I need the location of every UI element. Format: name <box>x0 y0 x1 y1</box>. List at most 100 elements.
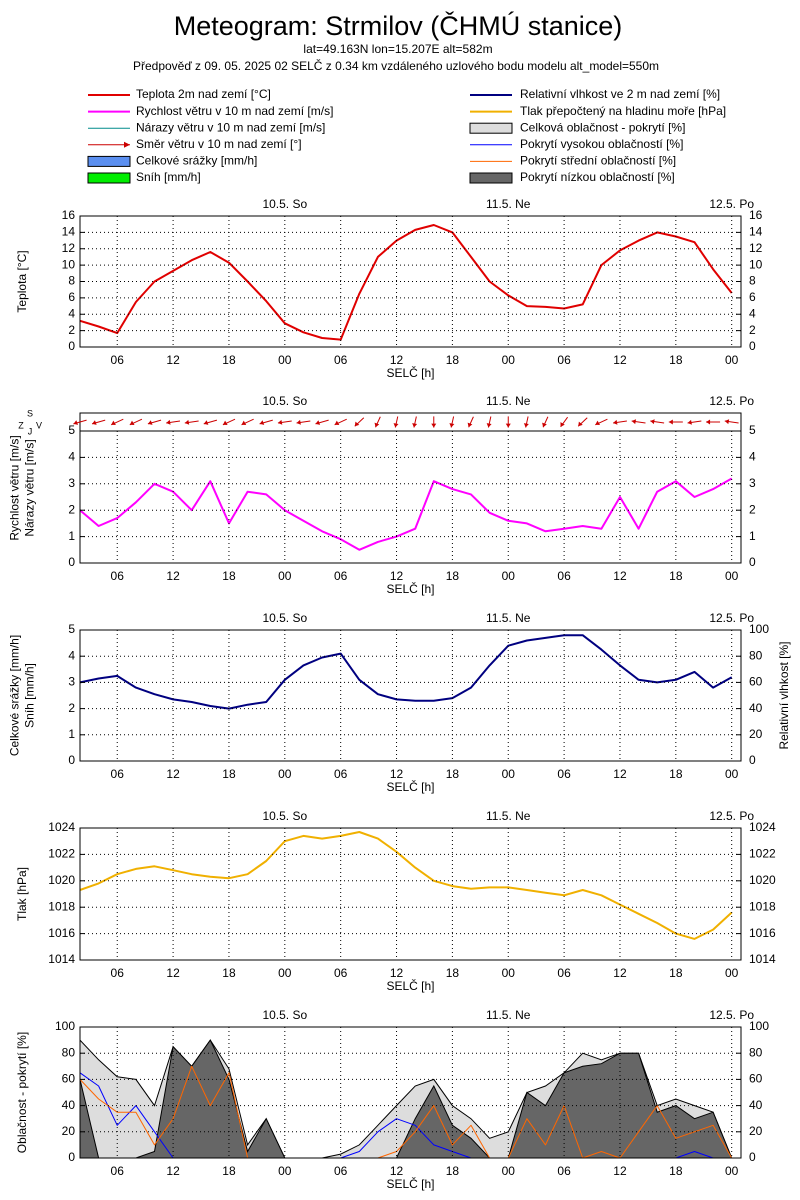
y-tick-label: 2 <box>68 701 75 715</box>
panel: 0 2 4 6 8 10 12 14 16 0 2 4 6 8 10 12 14 16 06 12 18 00 06 12 18… <box>15 197 763 380</box>
x-tick-label: 00 <box>502 569 516 583</box>
legend-swatch <box>469 122 513 134</box>
x-tick-label: 06 <box>557 569 571 583</box>
legend-swatch <box>469 172 513 184</box>
legend-label: Pokrytí vysokou oblačností [%] <box>520 137 683 151</box>
compass-label: Z <box>18 420 24 430</box>
y-tick-label: 1018 <box>48 899 75 913</box>
y2-tick-label: 100 <box>749 622 769 636</box>
wind-arrowhead <box>277 419 283 425</box>
legend-arrowhead <box>124 141 130 148</box>
x-tick-label: 12 <box>613 353 627 367</box>
x-tick-label: 00 <box>502 1164 516 1178</box>
x-axis-label: SELČ [h] <box>386 779 434 794</box>
x-tick-label: 12 <box>613 569 627 583</box>
x-tick-label: 12 <box>390 569 404 583</box>
x-tick-label: 12 <box>390 966 404 980</box>
legend-label: Nárazy větru v 10 m nad zemí [m/s] <box>136 120 325 134</box>
y-tick-label: 5 <box>68 423 75 437</box>
y-tick-label: 12 <box>62 241 76 255</box>
y2-tick-label: 40 <box>749 1098 763 1112</box>
y-tick-label: 16 <box>62 208 76 222</box>
y2-tick-label: 0 <box>749 555 756 569</box>
day-label: 12.5. Po <box>709 611 754 625</box>
y-tick-label: 100 <box>55 1019 75 1033</box>
wind-arrowhead <box>129 420 135 425</box>
x-tick-label: 06 <box>111 569 125 583</box>
x-tick-label: 00 <box>725 353 739 367</box>
x-tick-label: 18 <box>222 353 236 367</box>
day-label: 11.5. Ne <box>486 394 531 408</box>
wind-arrowhead <box>668 419 673 425</box>
legend-label: Sníh [mm/h] <box>136 170 201 184</box>
wind-arrowhead <box>523 423 529 428</box>
y2-tick-label: 80 <box>749 1045 763 1059</box>
y2-tick-label: 1020 <box>749 873 776 887</box>
x-tick-label: 06 <box>111 966 125 980</box>
legend-label: Pokrytí nízkou oblačností [%] <box>520 170 675 184</box>
y-tick-label: 1 <box>68 727 75 741</box>
x-tick-label: 00 <box>278 569 292 583</box>
x-axis-label: SELČ [h] <box>386 365 434 380</box>
day-label: 12.5. Po <box>709 197 754 211</box>
x-tick-label: 18 <box>446 353 460 367</box>
y2-tick-label: 1 <box>749 529 756 543</box>
y2-tick-label: 100 <box>749 1019 769 1033</box>
x-tick-label: 06 <box>557 767 571 781</box>
y2-tick-label: 1024 <box>749 820 776 834</box>
plot-frame <box>79 827 742 961</box>
compass-label: S <box>27 408 33 418</box>
wind-arrowhead <box>650 419 655 425</box>
wind-arrowhead <box>184 419 190 425</box>
y-tick-label: 1022 <box>48 847 75 861</box>
plot-frame <box>79 629 742 762</box>
x-tick-label: 06 <box>557 966 571 980</box>
wind-arrowhead <box>542 422 547 428</box>
y-tick-label: 0 <box>68 339 75 353</box>
wind-arrowhead <box>631 419 637 425</box>
y2-tick-label: 2 <box>749 323 756 337</box>
y-tick-label: 40 <box>62 1098 76 1112</box>
wind-arrowhead <box>92 420 97 425</box>
y2-tick-label: 6 <box>749 290 756 304</box>
wind-arrowhead <box>505 423 511 428</box>
y-tick-label: 80 <box>62 1045 76 1059</box>
x-tick-label: 12 <box>166 767 180 781</box>
y2-axis-label: Relativní vlhkost [%] <box>777 641 791 749</box>
y-tick-label: 1014 <box>48 952 75 966</box>
x-tick-label: 00 <box>502 353 516 367</box>
title: Meteogram: Strmilov (ČHMÚ stanice) <box>174 10 623 41</box>
y-axis-label: Teplota [°C] <box>15 250 29 312</box>
legend-label: Teplota 2m nad zemí [°C] <box>136 87 271 101</box>
y2-tick-label: 0 <box>749 753 756 767</box>
x-tick-label: 18 <box>222 767 236 781</box>
x-tick-label: 18 <box>446 1164 460 1178</box>
wind-arrowhead <box>560 422 565 427</box>
y2-tick-label: 8 <box>749 274 756 288</box>
legend-label: Rychlost větru v 10 m nad zemí [m/s] <box>136 104 333 118</box>
x-tick-label: 06 <box>334 767 348 781</box>
y2-tick-label: 10 <box>749 257 763 271</box>
legend-label: Celkové srážky [mm/h] <box>136 154 257 168</box>
y-tick-label: 2 <box>68 323 75 337</box>
y2-tick-label: 0 <box>749 339 756 353</box>
x-tick-label: 12 <box>166 966 180 980</box>
y2-tick-label: 12 <box>749 241 763 255</box>
wind-arrowhead <box>412 423 418 428</box>
x-tick-label: 12 <box>613 1164 627 1178</box>
wind-arrowhead <box>374 422 380 428</box>
y2-tick-label: 5 <box>749 423 756 437</box>
y-tick-label: 4 <box>68 450 75 464</box>
y-tick-label: 6 <box>68 290 75 304</box>
series-line <box>79 224 733 341</box>
legend-swatch <box>87 172 131 184</box>
x-tick-label: 12 <box>390 353 404 367</box>
x-tick-label: 00 <box>278 966 292 980</box>
y2-tick-label: 4 <box>749 306 756 320</box>
x-tick-label: 12 <box>166 569 180 583</box>
x-tick-label: 00 <box>278 353 292 367</box>
day-label: 12.5. Po <box>709 394 754 408</box>
y-tick-label: 5 <box>68 622 75 636</box>
series-line <box>79 831 733 940</box>
y-tick-label: 20 <box>62 1124 76 1138</box>
